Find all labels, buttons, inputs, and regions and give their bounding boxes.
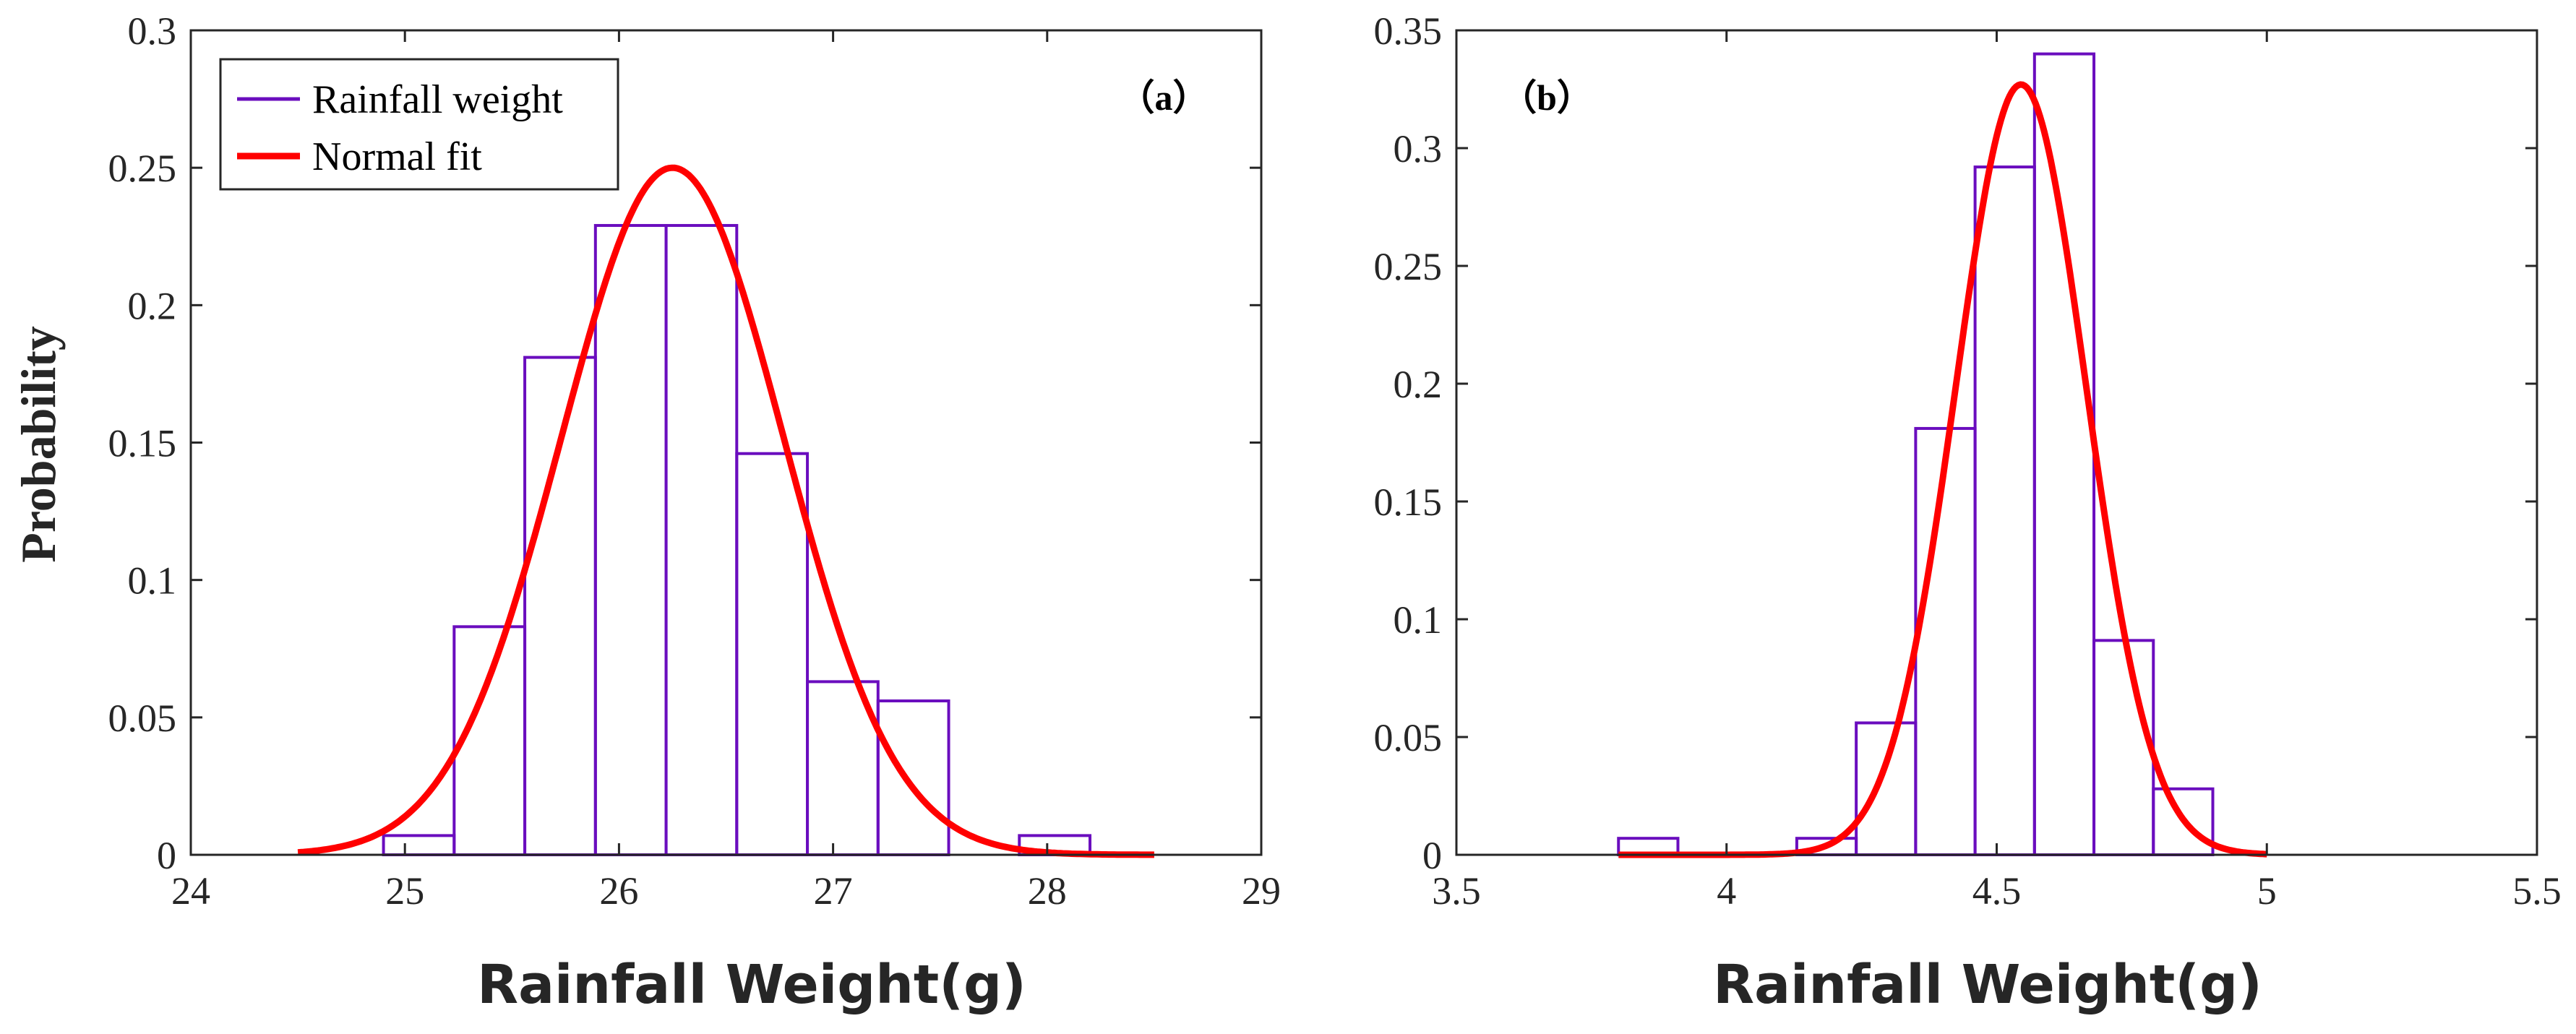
y-tick-label: 0.1 (1394, 598, 1443, 642)
y-tick-label: 0.15 (108, 422, 177, 465)
x-tick-labels-b: 3.5 4 4.5 5 5.5 (1432, 869, 2562, 913)
y-tick-label: 0.25 (1374, 245, 1443, 288)
x-tick-label: 4.5 (1972, 869, 2022, 913)
y-tick-label: 0 (1422, 834, 1442, 877)
legend-label-histogram: Rainfall weight (312, 77, 563, 122)
y-tick-label: 0.05 (108, 697, 177, 740)
x-tick-label: 5.5 (2512, 869, 2562, 913)
panel-label-b: （b） (1500, 77, 1593, 118)
y-tick-label: 0.05 (1374, 716, 1443, 759)
y-tick-label: 0.25 (108, 147, 177, 190)
y-tick-label: 0.2 (1394, 363, 1443, 406)
y-tick-label: 0.15 (1374, 481, 1443, 524)
x-tick-label: 28 (1028, 869, 1067, 913)
x-tick-label: 26 (599, 869, 638, 913)
x-tick-label: 3.5 (1432, 869, 1481, 913)
y-tick-label: 0.3 (1394, 127, 1443, 171)
chart-panel-a: 24 25 26 27 28 29 0 0.05 0.1 0.15 0.2 0.25 0.3 Rain… (11, 9, 1281, 1016)
tick-marks-a (189, 29, 1263, 856)
y-tick-labels-a: 0 0.05 0.1 0.15 0.2 0.25 0.3 (108, 9, 177, 877)
x-axis-title-a: Rainfall Weight(g) (477, 954, 1026, 1016)
x-tick-label: 25 (385, 869, 424, 913)
legend-box-a (219, 58, 619, 191)
y-tick-label: 0 (157, 834, 176, 877)
panel-label-a: （a） (1119, 77, 1209, 118)
x-tick-label: 4 (1717, 869, 1736, 913)
chart-panel-b: 3.5 4 4.5 5 5.5 0 0.05 0.1 0.15 0.2 0.25 0.3 0.35 R… (1374, 9, 2562, 1016)
y-tick-labels-b: 0 0.05 0.1 0.15 0.2 0.25 0.3 0.35 (1374, 9, 1443, 877)
x-tick-label: 5 (2257, 869, 2277, 913)
y-tick-label: 0.3 (128, 9, 177, 53)
y-tick-label: 0.2 (128, 284, 177, 327)
x-tick-label: 27 (814, 869, 853, 913)
y-tick-label: 0.1 (128, 559, 177, 603)
legend-label-fit: Normal fit (312, 134, 482, 179)
tick-marks-b (1455, 29, 2538, 856)
x-axis-title-b: Rainfall Weight(g) (1713, 954, 2262, 1016)
x-tick-labels-a: 24 25 26 27 28 29 (171, 869, 1281, 913)
x-tick-label: 29 (1242, 869, 1281, 913)
y-tick-label: 0.35 (1374, 9, 1443, 53)
y-axis-title-a: Probability (11, 326, 66, 562)
x-tick-label: 24 (171, 869, 210, 913)
normal-fit-curve-a (297, 164, 1154, 858)
legend-a: Rainfall weight Normal fit (219, 58, 619, 191)
